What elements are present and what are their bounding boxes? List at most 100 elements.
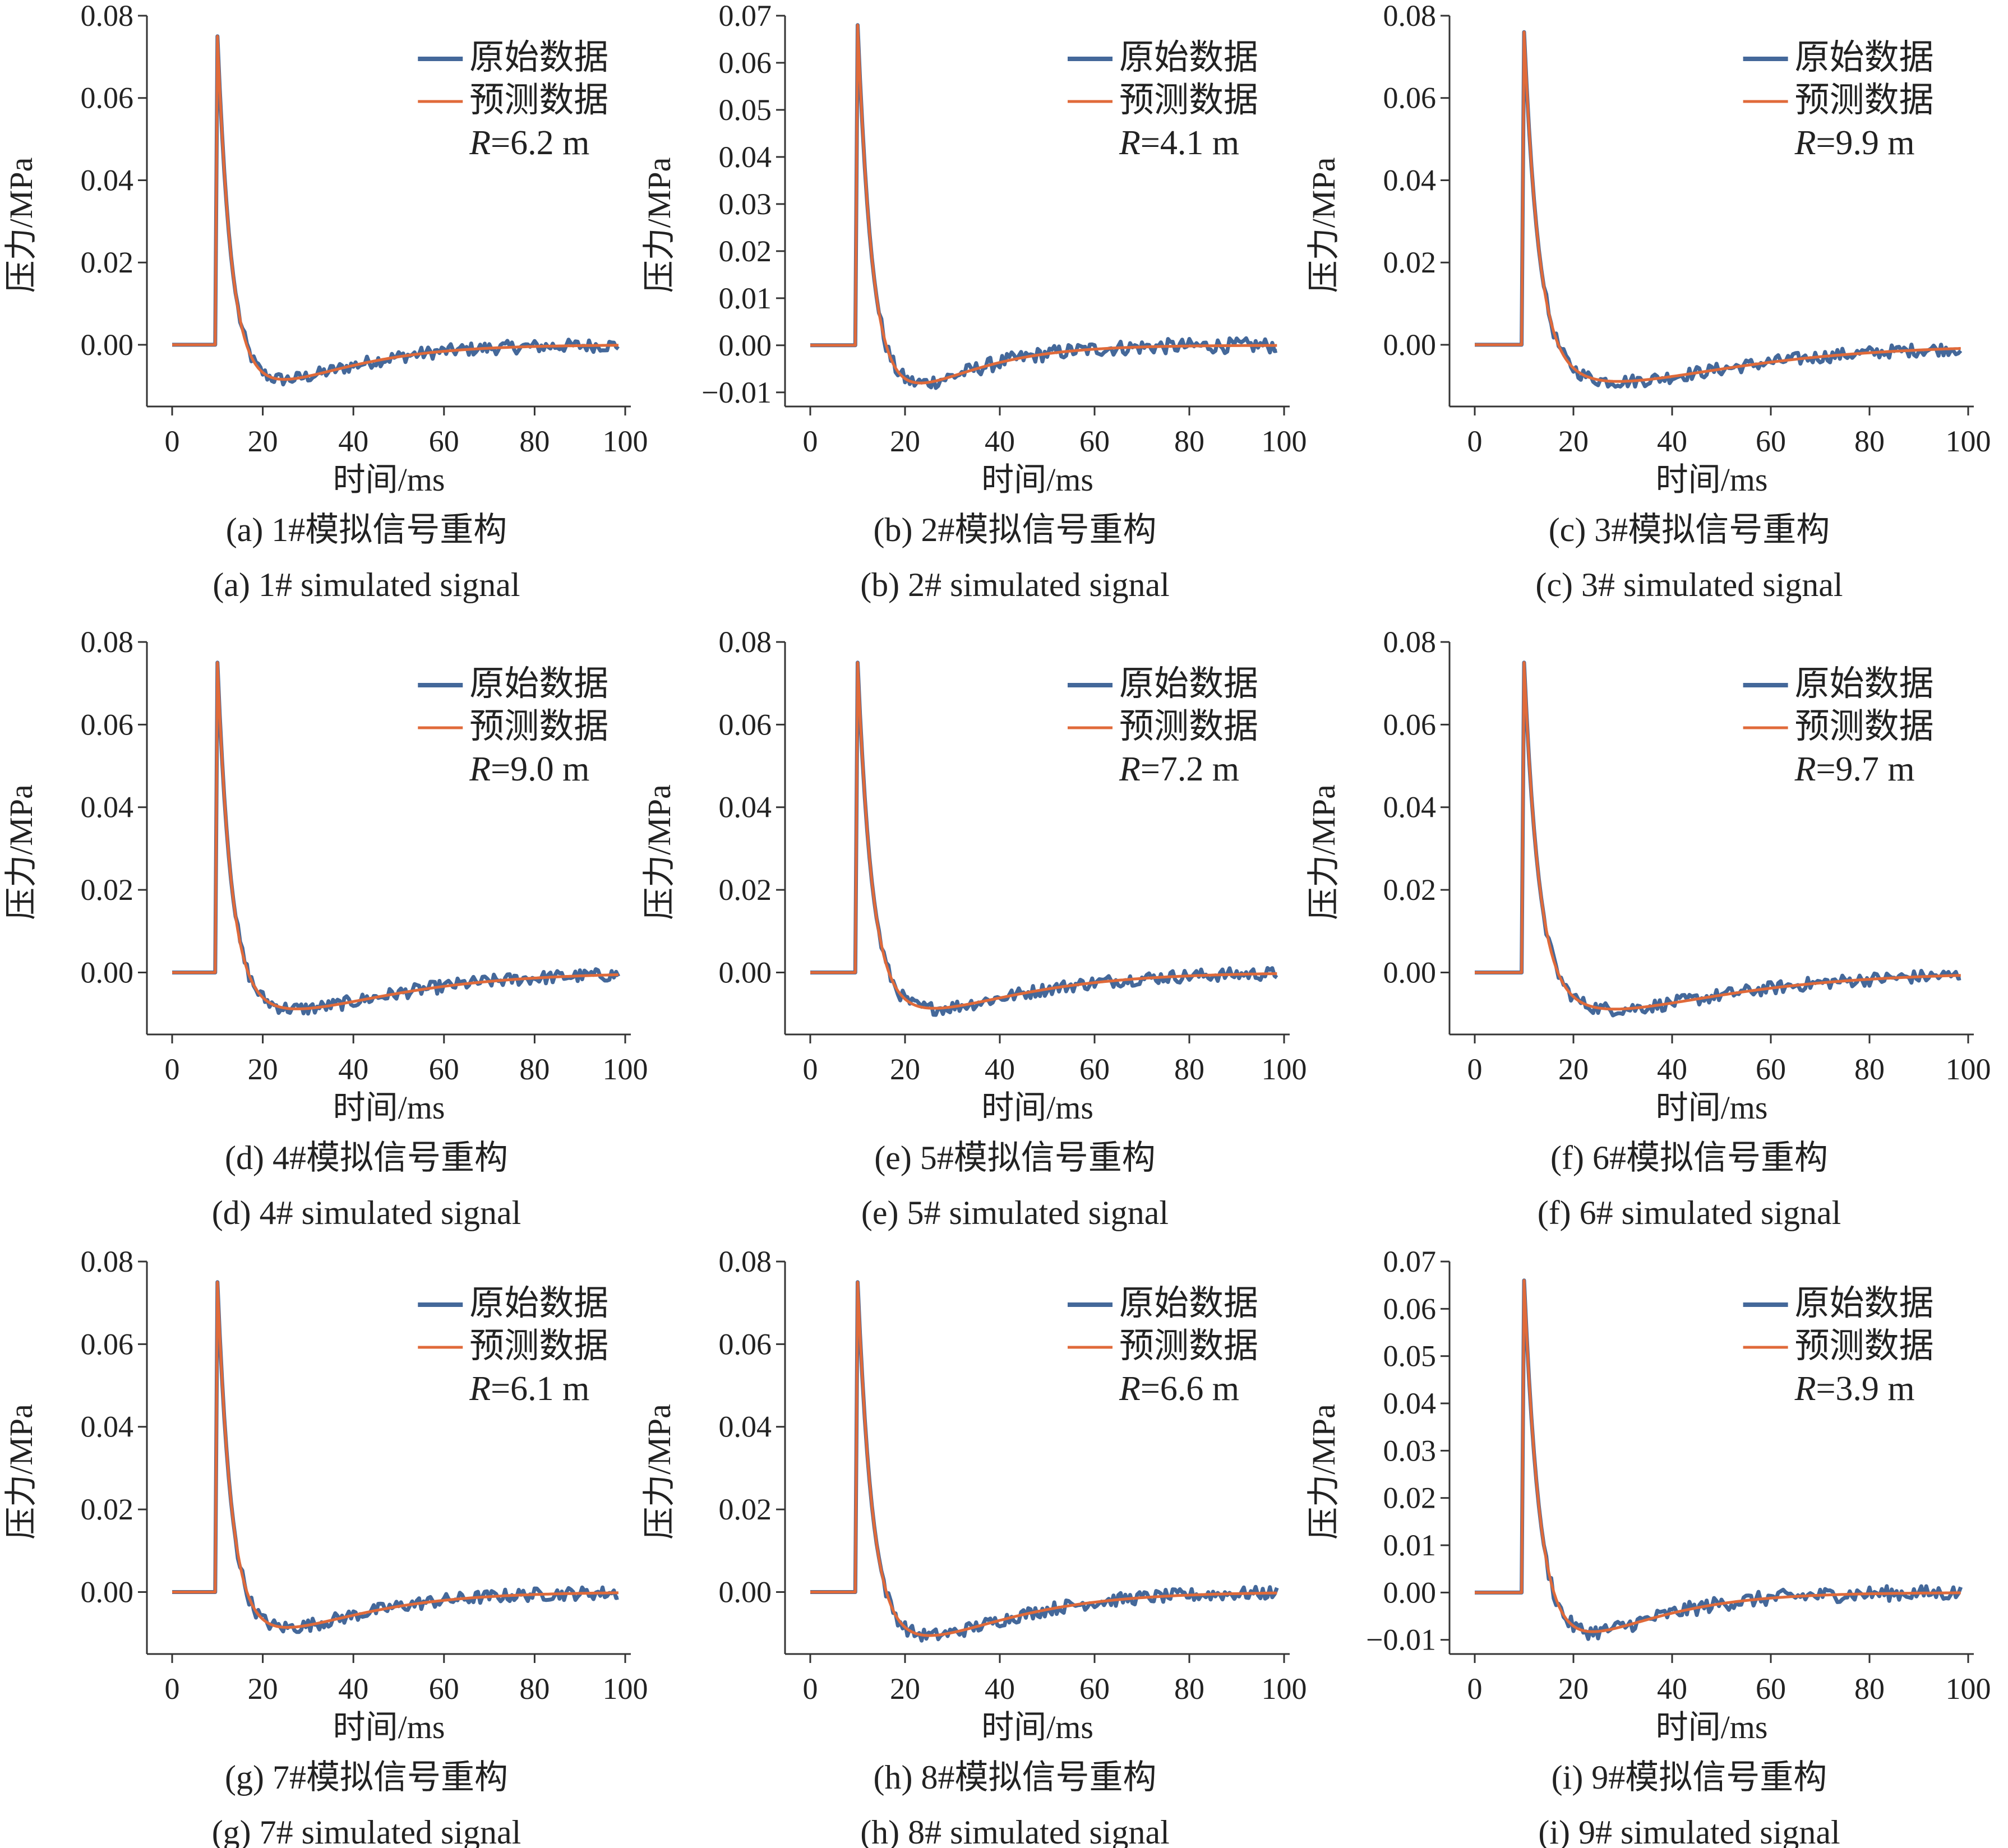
y-tick-label: −0.01 xyxy=(1366,1623,1436,1657)
series-line-predicted xyxy=(172,661,618,1010)
x-tick-label: 20 xyxy=(1558,424,1589,458)
x-axis-label: 时间/ms xyxy=(981,1089,1093,1126)
legend-label-predicted: 预测数据 xyxy=(1119,708,1258,746)
x-axis-label: 时间/ms xyxy=(1656,1709,1768,1745)
distance-annotation: R=6.1 m xyxy=(469,1370,589,1408)
caption-en: (i) 9# simulated signal xyxy=(1538,1814,1840,1848)
y-tick-label: 0.06 xyxy=(719,708,772,741)
x-tick-label: 0 xyxy=(165,1052,180,1086)
x-axis-label: 时间/ms xyxy=(1656,461,1768,498)
y-tick-label: −0.01 xyxy=(701,376,772,409)
x-tick-label: 40 xyxy=(985,424,1015,458)
x-tick-label: 20 xyxy=(1558,1672,1589,1706)
chart-panel: 0 20 40 60 80 100 0.00 0.02 0.04 0.06 0.08 时间/ms 压力/… xyxy=(3,0,648,603)
x-tick-label: 80 xyxy=(519,1052,550,1086)
legend-label-original: 原始数据 xyxy=(1795,665,1934,703)
y-tick-label: 0.06 xyxy=(1383,1292,1437,1325)
distance-symbol: R xyxy=(1794,124,1816,162)
distance-annotation: R=6.6 m xyxy=(1119,1370,1239,1408)
x-axis-label: 时间/ms xyxy=(981,1709,1093,1745)
y-axis-label: 压力/MPa xyxy=(641,784,677,920)
y-tick-label: 0.06 xyxy=(719,46,772,80)
distance-annotation: R=4.1 m xyxy=(1119,124,1239,162)
caption-en: (h) 8# simulated signal xyxy=(860,1814,1170,1848)
distance-symbol: R xyxy=(1119,124,1141,162)
y-tick-label: 0.08 xyxy=(1383,625,1437,659)
x-tick-label: 60 xyxy=(1079,1672,1110,1706)
y-tick-label: 0.04 xyxy=(719,1410,772,1444)
legend-label-predicted: 预测数据 xyxy=(469,708,608,746)
x-tick-label: 80 xyxy=(1854,1672,1885,1706)
x-tick-label: 0 xyxy=(1467,1052,1483,1086)
distance-value: =6.1 m xyxy=(491,1370,589,1408)
x-tick-label: 20 xyxy=(890,1052,920,1086)
caption-cn: (c) 3#模拟信号重构 xyxy=(1549,511,1830,548)
x-tick-label: 100 xyxy=(1262,424,1307,458)
x-tick-label: 80 xyxy=(1854,424,1885,458)
legend-label-original: 原始数据 xyxy=(1119,665,1258,703)
y-tick-label: 0.06 xyxy=(1383,81,1437,115)
legend-label-original: 原始数据 xyxy=(1795,39,1934,77)
distance-symbol: R xyxy=(469,124,491,162)
x-tick-label: 20 xyxy=(248,1672,278,1706)
caption-cn: (e) 5#模拟信号重构 xyxy=(874,1139,1156,1176)
y-tick-label: 0.06 xyxy=(81,1327,134,1361)
legend-label-predicted: 预测数据 xyxy=(1795,81,1934,119)
y-tick-label: 0.00 xyxy=(81,328,134,362)
y-tick-label: 0.07 xyxy=(1383,1245,1437,1278)
series-line-predicted xyxy=(172,1281,618,1629)
x-tick-label: 20 xyxy=(248,424,278,458)
legend-label-predicted: 预测数据 xyxy=(1119,1327,1258,1365)
y-tick-label: 0.04 xyxy=(81,1410,134,1444)
y-tick-label: 0.08 xyxy=(81,0,134,33)
y-tick-label: 0.02 xyxy=(81,1493,134,1526)
y-axis-label: 压力/MPa xyxy=(3,158,39,293)
x-tick-label: 40 xyxy=(1657,1672,1687,1706)
x-tick-label: 100 xyxy=(603,424,648,458)
caption-cn: (h) 8#模拟信号重构 xyxy=(874,1759,1157,1796)
caption-cn: (d) 4#模拟信号重构 xyxy=(225,1139,508,1176)
x-tick-label: 0 xyxy=(803,424,818,458)
series-line-predicted xyxy=(1475,1279,1961,1633)
chart-panel: 0 20 40 60 80 100 −0.01 0.00 0.01 0.02 0.03 0.04 0.0… xyxy=(1305,1245,1991,1848)
series-line-original xyxy=(810,23,1278,390)
chart-panel: 0 20 40 60 80 100 0.00 0.02 0.04 0.06 0.08 时间/ms 压力/… xyxy=(1305,0,1991,603)
y-tick-label: 0.00 xyxy=(1383,955,1437,989)
y-tick-label: 0.05 xyxy=(1383,1339,1437,1373)
distance-value: =3.9 m xyxy=(1816,1370,1914,1408)
x-tick-label: 80 xyxy=(519,1672,550,1706)
y-axis-label: 压力/MPa xyxy=(3,784,39,920)
y-tick-label: 0.02 xyxy=(1383,1481,1437,1515)
legend-label-predicted: 预测数据 xyxy=(1795,708,1934,746)
y-tick-label: 0.02 xyxy=(1383,873,1437,907)
legend-label-original: 原始数据 xyxy=(469,1285,608,1323)
y-axis-label: 压力/MPa xyxy=(641,158,677,293)
y-tick-label: 0.08 xyxy=(81,625,134,659)
y-tick-label: 0.02 xyxy=(81,246,134,279)
distance-annotation: R=3.9 m xyxy=(1794,1370,1915,1408)
y-tick-label: 0.01 xyxy=(719,281,772,315)
caption-cn: (b) 2#模拟信号重构 xyxy=(874,511,1157,548)
x-tick-label: 60 xyxy=(1079,1052,1110,1086)
x-tick-label: 20 xyxy=(890,424,920,458)
x-tick-label: 20 xyxy=(248,1052,278,1086)
legend-label-original: 原始数据 xyxy=(469,665,608,703)
y-tick-label: 0.00 xyxy=(1383,1576,1437,1609)
distance-annotation: R=9.9 m xyxy=(1794,124,1915,162)
y-tick-label: 0.00 xyxy=(81,1575,134,1609)
y-tick-label: 0.06 xyxy=(719,1327,772,1361)
distance-annotation: R=9.7 m xyxy=(1794,750,1915,788)
x-axis-label: 时间/ms xyxy=(333,1089,445,1126)
y-tick-label: 0.02 xyxy=(719,873,772,907)
distance-value: =9.0 m xyxy=(491,750,589,788)
distance-value: =6.2 m xyxy=(491,124,589,162)
y-tick-label: 0.05 xyxy=(719,93,772,127)
legend-label-predicted: 预测数据 xyxy=(1795,1327,1934,1365)
x-tick-label: 80 xyxy=(1174,424,1204,458)
legend-label-predicted: 预测数据 xyxy=(1119,81,1258,119)
x-tick-label: 40 xyxy=(338,1672,368,1706)
distance-symbol: R xyxy=(1794,750,1816,788)
x-tick-label: 20 xyxy=(1558,1052,1589,1086)
x-tick-label: 100 xyxy=(1946,1672,1991,1706)
distance-annotation: R=6.2 m xyxy=(469,124,589,162)
